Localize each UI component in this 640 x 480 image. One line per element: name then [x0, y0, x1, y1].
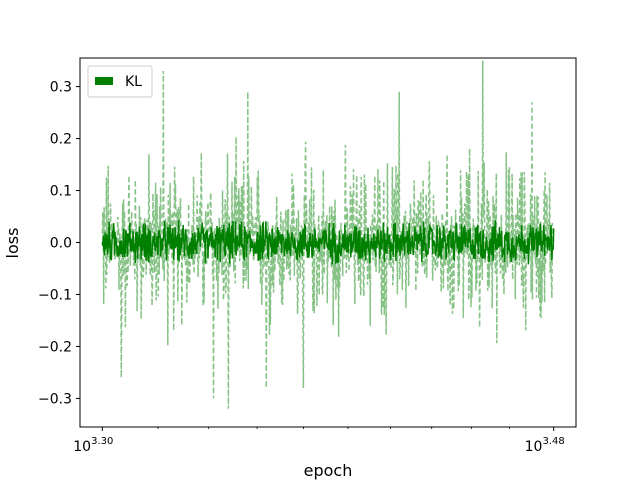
- x-tick-label: 103.30: [73, 436, 113, 455]
- series-kl-line: [101, 219, 555, 265]
- legend-box: [87, 65, 153, 98]
- y-axis: −0.3 −0.2 −0.1 0.0 0.1 0.2 0.3: [38, 80, 80, 407]
- y-tick-label: 0.2: [50, 132, 72, 148]
- legend: KL: [87, 65, 153, 98]
- x-axis-label: epoch: [304, 461, 353, 480]
- y-tick-label: −0.3: [38, 391, 72, 407]
- x-tick-label: 103.48: [525, 436, 565, 455]
- series-layer: [101, 60, 555, 409]
- y-tick-label: 0.3: [50, 80, 72, 96]
- y-tick-label: 0.1: [50, 184, 72, 200]
- legend-entry-kl: KL: [125, 74, 142, 90]
- y-axis-label: loss: [3, 228, 22, 259]
- y-tick-label: −0.1: [38, 287, 72, 303]
- y-tick-label: 0.0: [50, 236, 72, 252]
- y-tick-label: −0.2: [38, 339, 72, 355]
- legend-swatch-kl: [95, 77, 113, 85]
- x-axis: 103.30 103.48: [73, 427, 565, 455]
